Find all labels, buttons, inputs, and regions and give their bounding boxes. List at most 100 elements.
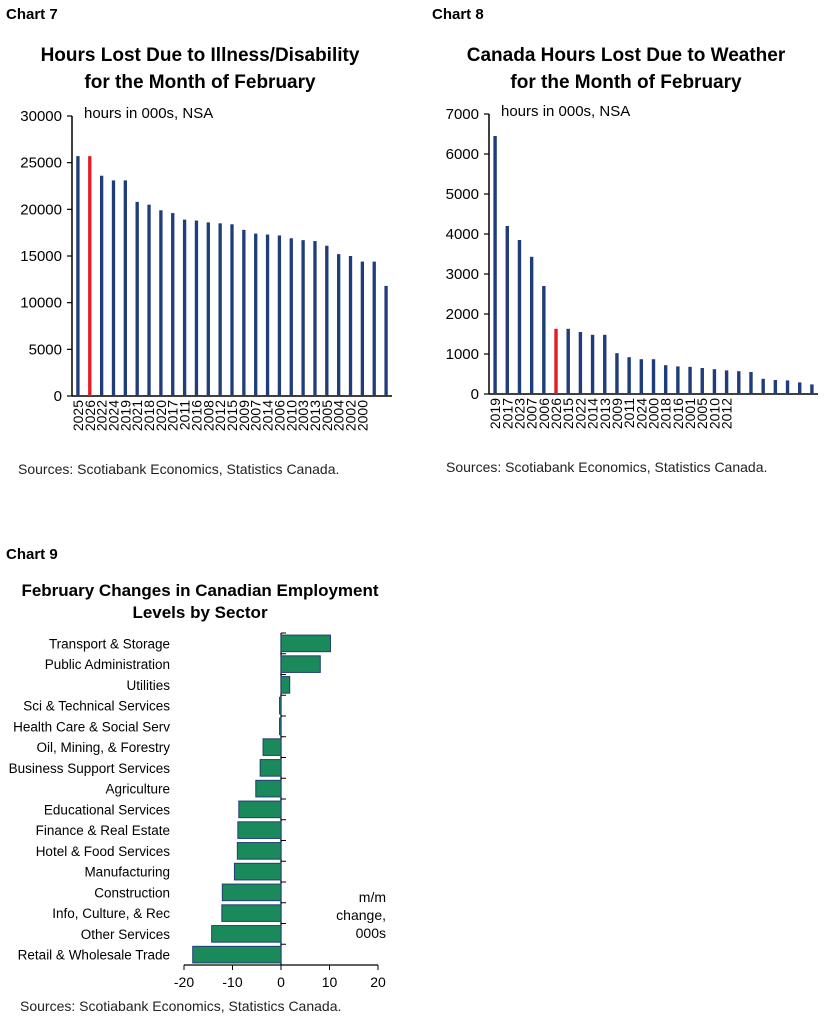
chart9-bar xyxy=(237,821,282,839)
chart8-x-tick-label: 2012 xyxy=(719,398,735,429)
chart7-x-tick-label: 2015 xyxy=(224,400,240,431)
chart9-bar xyxy=(279,696,282,715)
chart7-bar xyxy=(325,245,329,396)
chart9-bar xyxy=(279,717,282,736)
chart7-x-tick-label: 2016 xyxy=(188,400,204,431)
chart8-x-tick-label: 2016 xyxy=(670,398,686,429)
chart8-bar xyxy=(517,240,522,394)
chart8-bar xyxy=(615,353,619,394)
chart8-bar xyxy=(761,378,765,394)
chart7-y-tick-label: 20000 xyxy=(20,201,62,218)
chart7-label: Chart 7 xyxy=(6,6,58,23)
chart8-y-tick-label: 6000 xyxy=(446,146,479,163)
chart8-x-tick-label: 2010 xyxy=(706,398,722,429)
chart7-x-tick-label: 2006 xyxy=(271,400,287,431)
chart7-bar xyxy=(348,256,353,396)
chart8-x-tick-label: 2022 xyxy=(572,398,588,429)
chart7-y-tick-label: 0 xyxy=(54,388,62,405)
chart7-title-line1: Hours Lost Due to Illness/Disability xyxy=(40,45,360,66)
chart8-bar xyxy=(676,366,680,394)
chart8-bar xyxy=(712,369,717,394)
chart8-bar xyxy=(590,334,595,394)
chart9-bar xyxy=(221,904,282,922)
chart9-category-label: Hotel & Food Services xyxy=(36,844,171,859)
chart7-x-tick-label: 2022 xyxy=(94,400,110,431)
chart8-x-tick-label: 2014 xyxy=(585,398,601,429)
chart8-bar xyxy=(529,256,534,394)
chart8-bar xyxy=(688,366,692,394)
chart9-bar xyxy=(238,800,282,819)
chart7-bar xyxy=(99,175,104,396)
chart9-bar xyxy=(259,759,282,777)
chart7-bar xyxy=(194,220,199,396)
chart8-x-tick-label: 2009 xyxy=(609,398,625,429)
chart9-category-label: Health Care & Social Serv xyxy=(13,719,170,734)
chart7-bar xyxy=(254,233,258,396)
chart7-x-tick-label: 2025 xyxy=(70,400,86,431)
chart8-bar xyxy=(542,286,546,394)
chart8-source: Sources: Scotiabank Economics, Statistic… xyxy=(446,459,768,475)
chart9-category-label: Retail & Wholesale Trade xyxy=(18,948,170,963)
chart8-x-tick-label: 2024 xyxy=(633,398,649,429)
chart7-bar xyxy=(182,219,187,396)
chart9-category-label: Public Administration xyxy=(45,657,170,672)
chart7-source: Sources: Scotiabank Economics, Statistic… xyxy=(18,461,340,477)
chart9-title-line2: Levels by Sector xyxy=(132,603,268,622)
chart9-category-label: Utilities xyxy=(126,678,170,693)
chart8-y-tick-label: 1000 xyxy=(446,346,479,363)
chart7-bar xyxy=(289,238,293,396)
chart8-bar xyxy=(700,368,704,394)
chart7-x-tick-label: 2009 xyxy=(236,400,252,431)
chart9-x-tick-label: 0 xyxy=(277,974,285,990)
chart7-x-tick-label: 2003 xyxy=(295,400,311,431)
chart7-x-tick-label: 2010 xyxy=(283,400,299,431)
chart7-bar xyxy=(360,261,365,396)
chart7-bar xyxy=(372,261,376,396)
chart9-bar xyxy=(192,945,282,964)
chart7-bar xyxy=(159,210,163,396)
chart8-bar xyxy=(724,370,729,394)
chart8-bar xyxy=(505,226,509,394)
chart7-x-tick-label: 2000 xyxy=(354,400,370,431)
chart7-x-tick-label: 2012 xyxy=(212,400,228,431)
chart8-bar xyxy=(737,371,741,394)
chart7-x-tick-label: 2017 xyxy=(165,400,181,431)
chart7-bar xyxy=(135,201,139,396)
chart8-bar xyxy=(578,332,583,394)
chart9-bar xyxy=(255,779,282,798)
chart8-bar xyxy=(749,372,753,394)
chart7-bar xyxy=(111,180,116,396)
chart8-x-tick-label: 2007 xyxy=(524,398,540,429)
chart9-bar xyxy=(280,634,331,653)
chart8-bar xyxy=(493,136,497,394)
chart8-plot: 0 1000 2000 3000 4000 5000 6000 7000 hours in 00… xyxy=(446,103,818,429)
chart8-x-tick-label: 2006 xyxy=(536,398,552,429)
chart7-x-tick-label: 2002 xyxy=(343,400,359,431)
chart9-category-label: Oil, Mining, & Forestry xyxy=(36,740,170,755)
chart7-x-tick-label: 2013 xyxy=(307,400,323,431)
chart7-bar xyxy=(277,235,282,396)
chart8-x-tick-label: 2017 xyxy=(499,398,515,429)
chart9-x-tick-label: 20 xyxy=(370,974,386,990)
chart7-y-tick-label: 5000 xyxy=(29,341,62,358)
chart8-x-tick-label: 2015 xyxy=(560,398,576,429)
chart9-category-label: Agriculture xyxy=(105,782,170,797)
chart9-bar xyxy=(280,676,291,694)
chart8-x-tick-label: 2019 xyxy=(487,398,503,429)
chart7-x-tick-label: 2014 xyxy=(260,400,276,431)
chart9-plot: -20 -10 0 10 20 Transport & Storage Public Adm… xyxy=(9,632,386,990)
chart9-title-line1: February Changes in Canadian Employment xyxy=(21,581,379,600)
chart9-category-label: Finance & Real Estate xyxy=(36,823,170,838)
chart8-bar xyxy=(663,365,668,394)
chart7-bar xyxy=(171,213,175,396)
chart7-y-tick-label: 10000 xyxy=(20,295,62,312)
chart8-x-tick-label: 2018 xyxy=(658,398,674,429)
chart8-title-line2: for the Month of February xyxy=(510,72,742,93)
chart9-category-label: Business Support Services xyxy=(9,761,171,776)
chart9-category-label: Construction xyxy=(94,885,170,900)
chart7-bar xyxy=(147,204,151,396)
chart8-title-line1: Canada Hours Lost Due to Weather xyxy=(466,45,786,66)
chart7-unit-label: hours in 000s, NSA xyxy=(84,105,213,122)
chart9-bar xyxy=(236,842,282,860)
chart8-bar xyxy=(603,334,607,394)
